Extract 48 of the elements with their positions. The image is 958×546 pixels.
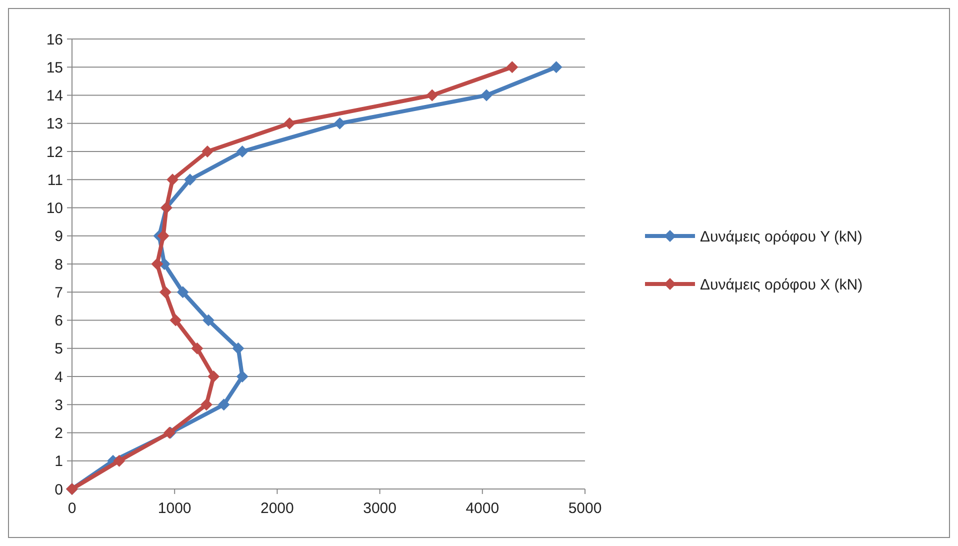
point xyxy=(480,89,493,102)
point xyxy=(232,342,244,354)
point xyxy=(176,286,189,298)
point xyxy=(151,258,164,270)
point xyxy=(426,89,438,102)
point xyxy=(218,398,230,411)
y-tick-label: 9 xyxy=(54,228,63,246)
point xyxy=(200,398,212,411)
y-tick-label: 14 xyxy=(46,88,63,104)
x-tick-label: 3000 xyxy=(363,500,396,517)
point xyxy=(201,146,214,158)
y-tick-label: 8 xyxy=(54,256,63,274)
x-tick-label: 0 xyxy=(68,500,76,517)
y-tick-label: 2 xyxy=(54,425,63,442)
point xyxy=(550,61,562,74)
legend-label: Δυνάμεις ορόφου X (kN) xyxy=(700,276,863,294)
y-tick-label: 6 xyxy=(54,312,63,330)
y-tick-label: 4 xyxy=(54,368,63,386)
point xyxy=(170,314,182,326)
point xyxy=(166,174,179,186)
point xyxy=(506,61,518,74)
point xyxy=(191,342,204,354)
x-tick-label: 2000 xyxy=(260,500,294,517)
point xyxy=(159,286,172,298)
y-tick-label: 3 xyxy=(54,396,63,414)
x-tick-label: 4000 xyxy=(466,500,500,517)
y-tick-label: 11 xyxy=(47,172,63,189)
y-tick-label: 16 xyxy=(46,31,63,48)
y-tick-label: 15 xyxy=(46,59,63,76)
point xyxy=(236,146,248,158)
y-tick-label: 1 xyxy=(54,453,63,470)
y-tick-label: 7 xyxy=(54,284,63,302)
y-tick-label: 13 xyxy=(46,116,63,133)
point xyxy=(208,370,220,382)
point xyxy=(157,230,170,242)
point xyxy=(236,370,248,382)
point xyxy=(113,454,126,467)
y-tick-label: 0 xyxy=(54,481,63,498)
legend-label: Δυνάμεις ορόφου Y (kN) xyxy=(700,228,862,246)
point xyxy=(184,174,196,186)
y-tick-label: 5 xyxy=(54,340,63,358)
point xyxy=(334,117,346,130)
y-tick-label: 10 xyxy=(46,200,63,217)
point xyxy=(284,117,296,130)
point xyxy=(202,314,214,326)
x-tick-label: 5000 xyxy=(568,500,602,517)
x-tick-label: 1000 xyxy=(158,500,192,517)
y-tick-label: 12 xyxy=(46,144,63,161)
